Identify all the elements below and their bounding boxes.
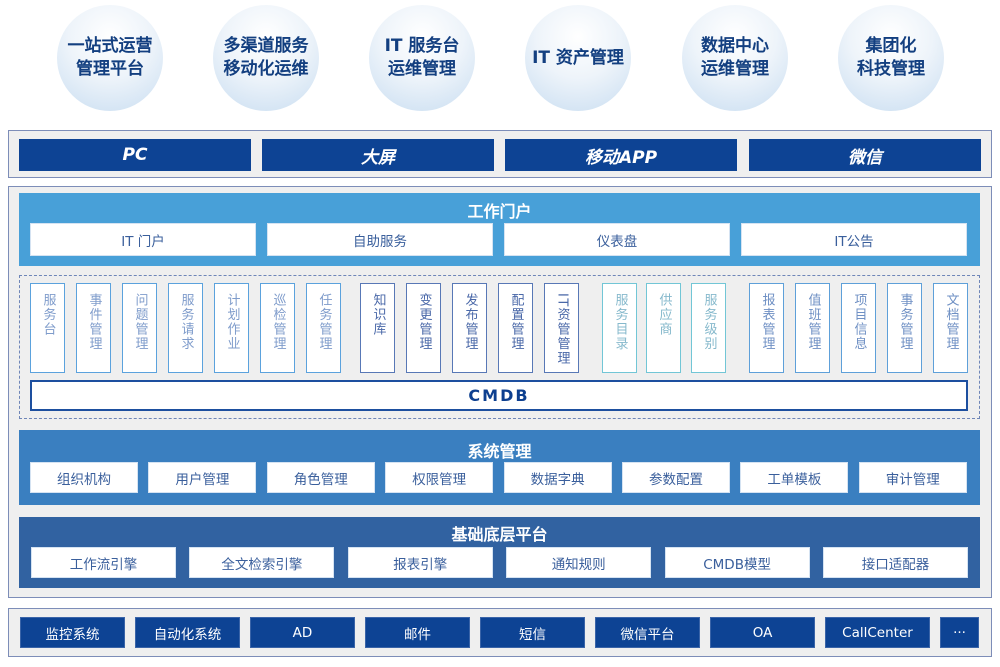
module-office[interactable]: 文档管理: [933, 283, 968, 373]
system-item[interactable]: 角色管理: [266, 462, 375, 493]
scenario-line: 数据中心: [701, 36, 769, 56]
scenario-line: IT 服务台: [384, 36, 460, 56]
module-config[interactable]: 变更管理: [406, 283, 441, 373]
portal-item: IT 门户: [30, 223, 256, 256]
scenario-circle: 一站式运营 管理平台: [57, 5, 163, 111]
channel-2: 移动APP: [505, 139, 737, 171]
system-item[interactable]: 数据字典: [503, 462, 612, 493]
portal-title: 工作门户: [467, 202, 532, 221]
system-title: 系统管理: [467, 442, 532, 461]
module-label: 变更管理: [416, 293, 432, 351]
module-label: 值班管理: [805, 293, 821, 351]
integration-item: OA: [710, 617, 815, 648]
module-catalog[interactable]: 供应商: [646, 283, 681, 373]
module-service[interactable]: 服务台: [30, 283, 65, 373]
scenario-line: 运维管理: [701, 59, 769, 79]
integration-item: 邮件: [365, 617, 470, 648]
base-item: 全文检索引擎: [189, 547, 335, 578]
module-config[interactable]: IT资管管理: [544, 283, 579, 373]
module-label: 知识库: [370, 293, 386, 337]
module-catalog[interactable]: 服务目录: [602, 283, 637, 373]
base-item: 通知规则: [506, 547, 652, 578]
channel-3: 微信: [749, 139, 981, 171]
system-item[interactable]: 工单模板: [740, 462, 849, 493]
base-band: 基础底层平台: [19, 517, 980, 588]
integration-item: 微信平台: [595, 617, 700, 648]
module-label: 服务目录: [612, 293, 628, 351]
scenario-line: 运维管理: [388, 59, 456, 79]
module-label: 服务台: [40, 293, 56, 337]
module-office[interactable]: 值班管理: [795, 283, 830, 373]
module-office[interactable]: 报表管理: [749, 283, 784, 373]
cmdb-bar: CMDB: [30, 380, 968, 411]
scenario-circle: IT 服务台 运维管理: [369, 5, 475, 111]
scenario-line: 科技管理: [857, 59, 925, 79]
module-office[interactable]: 事务管理: [887, 283, 922, 373]
module-label: 服务级别: [701, 293, 717, 351]
module-label: 供应商: [656, 293, 672, 337]
module-service[interactable]: 问题管理: [122, 283, 157, 373]
system-item[interactable]: 组织机构: [30, 462, 138, 493]
module-service[interactable]: 事件管理: [76, 283, 111, 373]
module-label: 项目信息: [851, 293, 867, 351]
module-label: 文档管理: [943, 293, 959, 351]
base-item: 报表引擎: [347, 547, 493, 578]
module-label: 发布管理: [462, 293, 478, 351]
module-label: 配置管理: [508, 293, 524, 351]
module-label: 任务管理: [316, 293, 332, 351]
module-config[interactable]: 配置管理: [498, 283, 533, 373]
scenario-line: 管理平台: [76, 59, 144, 79]
scenario-line: IT 资产管理: [532, 47, 624, 68]
module-label: 事务管理: [897, 293, 913, 351]
integration-item: AD: [250, 617, 355, 648]
scenario-circle: 集团化 科技管理: [838, 5, 944, 111]
scenario-line: 集团化: [865, 36, 917, 56]
base-item: 工作流引擎: [31, 547, 176, 578]
module-service[interactable]: 服务请求: [168, 283, 203, 373]
base-item: 接口适配器: [823, 547, 968, 578]
channel-0: PC: [19, 139, 251, 171]
scenario-circle: IT 资产管理: [525, 5, 631, 111]
integration-item: 自动化系统: [135, 617, 240, 648]
system-item[interactable]: 参数配置: [622, 462, 730, 493]
system-item[interactable]: 审计管理: [858, 462, 967, 493]
module-office[interactable]: 项目信息: [841, 283, 876, 373]
module-catalog[interactable]: 服务级别: [691, 283, 726, 373]
module-area: [19, 275, 980, 419]
module-label: IT资管管理: [554, 293, 570, 366]
integration-item: 短信: [480, 617, 585, 648]
module-config[interactable]: 发布管理: [452, 283, 487, 373]
portal-item: 自助服务: [267, 223, 493, 256]
module-label: 巡检管理: [270, 293, 286, 351]
scenario-line: 多渠道服务: [223, 36, 309, 56]
module-config[interactable]: 知识库: [360, 283, 395, 373]
integration-item: ···: [940, 617, 979, 648]
base-item: CMDB模型: [664, 547, 810, 578]
portal-item: 仪表盘: [504, 223, 730, 256]
scenario-circle: 数据中心 运维管理: [682, 5, 788, 111]
integration-item: 监控系统: [20, 617, 125, 648]
module-service[interactable]: 巡检管理: [260, 283, 295, 373]
module-label: 问题管理: [132, 293, 148, 351]
module-service[interactable]: 任务管理: [306, 283, 341, 373]
base-title: 基础底层平台: [451, 525, 548, 544]
module-label: 报表管理: [759, 293, 775, 351]
system-item[interactable]: 权限管理: [385, 462, 494, 493]
integration-item: CallCenter: [825, 617, 930, 648]
channel-1: 大屏: [262, 139, 494, 171]
module-label: 服务请求: [178, 293, 194, 351]
scenario-line: 一站式运营: [67, 36, 153, 56]
module-label: 事件管理: [86, 293, 102, 351]
system-item[interactable]: 用户管理: [148, 462, 257, 493]
scenario-circle: 多渠道服务移动化运维: [213, 5, 319, 111]
module-label: 计划作业: [224, 293, 240, 351]
module-service[interactable]: 计划作业: [214, 283, 249, 373]
scenario-line: 移动化运维: [223, 59, 309, 79]
portal-item: IT公告: [741, 223, 967, 256]
